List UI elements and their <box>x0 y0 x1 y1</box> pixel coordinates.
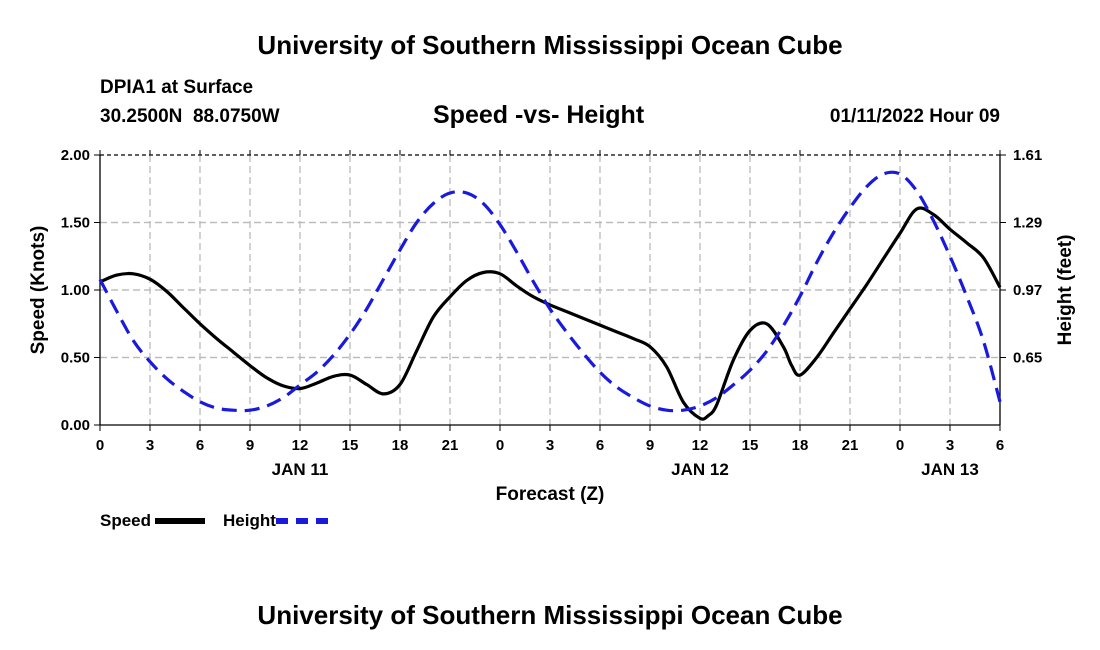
y-tick-label: 0.50 <box>61 350 90 367</box>
day-label: JAN 13 <box>921 460 979 479</box>
x-tick-label: 0 <box>96 437 104 454</box>
top-title: University of Southern Mississippi Ocean… <box>257 30 843 60</box>
y2-tick-label: 1.61 <box>1013 147 1042 164</box>
series-line-speed <box>99 206 1002 421</box>
y-tick-label: 1.00 <box>61 282 90 299</box>
x-tick-label: 0 <box>896 437 904 454</box>
x-tick-label: 12 <box>692 437 709 454</box>
x-tick-label: 6 <box>596 437 604 454</box>
x-tick-label: 3 <box>546 437 554 454</box>
y-tick-label: 1.50 <box>61 215 90 232</box>
axis-labels: 0 3 6 9 12 15 18 21 0 3 6 9 12 15 18 21 0 3 6 0.00 0.50 1.00 1… <box>28 147 1076 505</box>
x-tick-label: 18 <box>392 437 409 454</box>
legend-speed-swatch <box>155 518 206 524</box>
day-label: JAN 12 <box>671 460 729 479</box>
y2-tick-label: 0.97 <box>1013 282 1042 299</box>
x-tick-label: 3 <box>146 437 154 454</box>
y2-tick-label: 0.65 <box>1013 350 1042 367</box>
x-tick-label: 3 <box>946 437 954 454</box>
x-tick-label: 21 <box>442 437 459 454</box>
grid-lines <box>100 155 1000 425</box>
x-tick-label: 15 <box>742 437 759 454</box>
x-tick-label: 15 <box>342 437 359 454</box>
x-tick-label: 6 <box>196 437 204 454</box>
forecast-datetime: 01/11/2022 Hour 09 <box>829 106 1000 127</box>
x-tick-label: 18 <box>792 437 809 454</box>
series-lines <box>98 170 1002 421</box>
bottom-title: University of Southern Mississippi Ocean… <box>257 600 843 630</box>
station-coords: 30.2500N 88.0750W <box>100 106 280 127</box>
legend-speed-label: Speed <box>100 511 152 530</box>
x-tick-label: 21 <box>842 437 859 454</box>
x-axis-title: Forecast (Z) <box>496 484 605 505</box>
y2-tick-label: 1.29 <box>1013 215 1042 232</box>
x-tick-label: 9 <box>246 437 254 454</box>
y-tick-label: 2.00 <box>61 147 90 164</box>
x-tick-label: 6 <box>996 437 1004 454</box>
legend: Speed Height <box>100 510 328 532</box>
x-tick-label: 0 <box>496 437 504 454</box>
chart-title: Speed -vs- Height <box>433 101 645 129</box>
station-name: DPIA1 at Surface <box>100 77 254 98</box>
axes <box>94 150 1006 431</box>
legend-height-label: Height <box>223 511 276 530</box>
x-tick-label: 9 <box>646 437 654 454</box>
series-line-height <box>98 170 1002 413</box>
y-tick-label: 0.00 <box>61 417 90 434</box>
y-axis-title: Speed (Knots) <box>28 226 49 355</box>
y2-axis-title: Height (feet) <box>1055 235 1076 346</box>
day-label: JAN 11 <box>272 460 329 479</box>
legend-height-swatch <box>275 518 328 524</box>
x-tick-label: 12 <box>292 437 309 454</box>
